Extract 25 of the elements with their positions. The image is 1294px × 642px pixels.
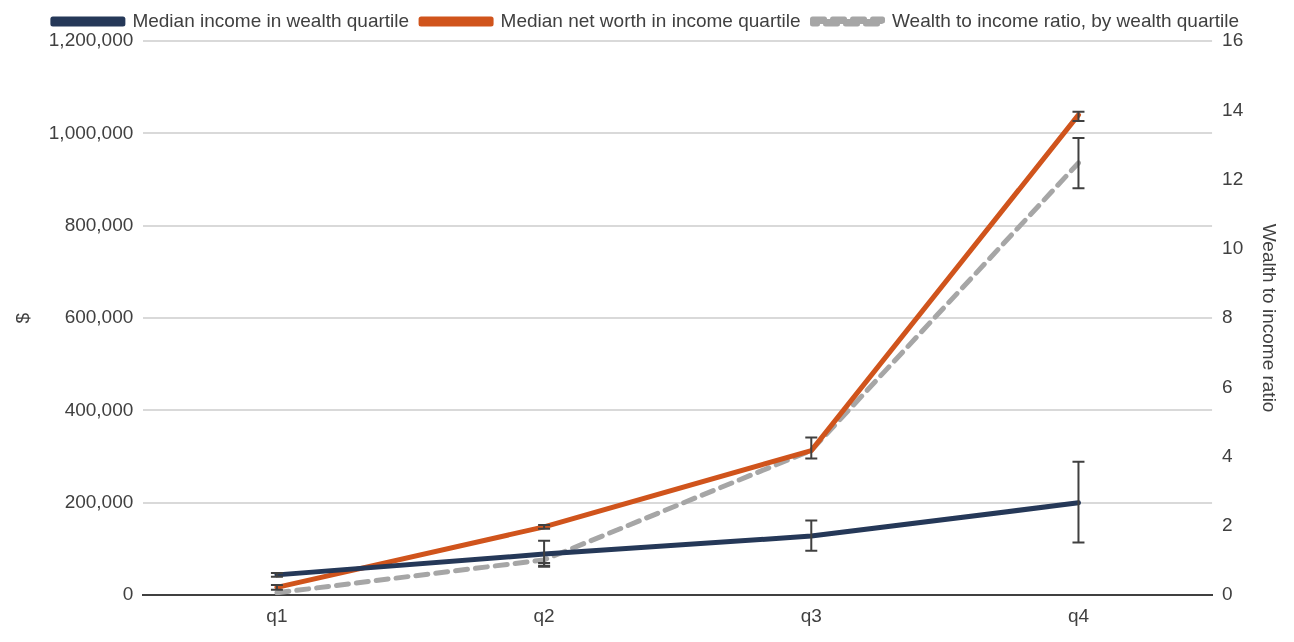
y2-tick-label: 8 bbox=[1222, 306, 1233, 328]
y2-tick-label: 10 bbox=[1222, 237, 1244, 259]
y2-tick-label: 2 bbox=[1222, 514, 1233, 536]
y2-tick-label: 16 bbox=[1222, 29, 1244, 51]
x-tick-label: q4 bbox=[1067, 604, 1090, 626]
y-tick-label: 1,000,000 bbox=[48, 121, 134, 143]
y-axis-title: $ bbox=[11, 312, 33, 324]
y2-axis-title: Wealth to income ratio bbox=[1259, 223, 1281, 413]
legend-label: Wealth to income ratio, by wealth quartile bbox=[892, 9, 1240, 31]
y-tick-label: 800,000 bbox=[64, 213, 134, 235]
x-tick-label: q3 bbox=[800, 604, 822, 626]
y-tick-label: 200,000 bbox=[64, 491, 134, 513]
y2-tick-label: 12 bbox=[1222, 167, 1244, 189]
x-tick-label: q2 bbox=[533, 604, 555, 626]
y-tick-label: 0 bbox=[122, 583, 134, 605]
y2-tick-label: 4 bbox=[1222, 444, 1234, 466]
y2-tick-label: 0 bbox=[1222, 583, 1233, 605]
y-tick-label: 1,200,000 bbox=[48, 29, 134, 51]
legend-label: Median net worth in income quartile bbox=[500, 9, 801, 31]
y-tick-label: 600,000 bbox=[64, 306, 134, 328]
y2-tick-label: 14 bbox=[1222, 98, 1244, 120]
y2-tick-label: 6 bbox=[1222, 375, 1233, 397]
legend-label: Median income in wealth quartile bbox=[132, 9, 410, 31]
y-tick-label: 400,000 bbox=[64, 398, 134, 420]
x-tick-label: q1 bbox=[266, 604, 288, 626]
